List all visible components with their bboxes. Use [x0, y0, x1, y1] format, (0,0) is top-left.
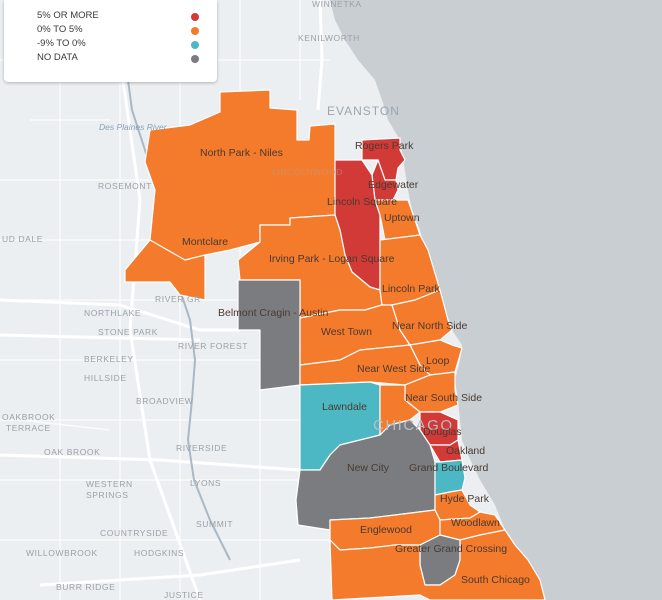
region-label-greater-grand-crossing: Greater Grand Crossing: [395, 543, 507, 555]
region-label-lawndale: Lawndale: [322, 401, 367, 413]
region-belmont-cragin-austin[interactable]: [237, 279, 301, 391]
lake-michigan: [330, 0, 662, 600]
legend-swatch: [191, 13, 199, 21]
legend-item-positive: 0% TO 5%: [37, 24, 199, 38]
region-label-near-west-side: Near West Side: [357, 363, 430, 375]
region-label-montclare: Montclare: [182, 236, 228, 248]
river-label-des-plaines: Des Plaines River: [99, 122, 168, 132]
town-label-evanston: EVANSTON: [327, 104, 400, 118]
legend-label: 0% TO 5%: [37, 24, 83, 35]
town-label-lyons: LYONS: [190, 478, 221, 488]
town-label-river-forest: RIVER FOREST: [178, 341, 248, 351]
town-label-lincolnwood: LINCOLNWOOD: [272, 167, 343, 177]
map-legend: 5% OR MORE 0% TO 5% -9% TO 0% NO DATA: [4, 0, 217, 82]
town-label-oakbrook-1: OAKBROOK: [2, 412, 55, 422]
region-label-west-town: West Town: [321, 326, 372, 338]
town-label-berkeley: BERKELEY: [84, 354, 134, 364]
town-label-broadview: BROADVIEW: [136, 396, 193, 406]
town-label-northlake: NORTHLAKE: [84, 308, 141, 318]
legend-swatch: [191, 55, 199, 63]
region-label-loop: Loop: [426, 355, 450, 367]
region-label-grand-boulevard: Grand Boulevard: [409, 462, 489, 474]
town-label-hodgkins: HODGKINS: [134, 548, 184, 558]
town-label-justice: JUSTICE: [164, 590, 204, 600]
town-label-western-2: SPRINGS: [86, 490, 128, 500]
region-label-irving-park: Irving Park - Logan Square: [269, 253, 395, 265]
des-plaines-river: [127, 79, 231, 561]
region-labels: North Park - Niles Rogers Park Edgewater…: [182, 140, 530, 586]
town-label-stone-park: STONE PARK: [98, 327, 158, 337]
region-south-chicago[interactable]: [329, 529, 546, 600]
region-near-north-side[interactable]: [391, 289, 453, 346]
region-label-douglas: Douglas: [423, 426, 462, 438]
town-label-riverside: RIVERSIDE: [176, 443, 227, 453]
region-label-woodlawn: Woodlawn: [451, 517, 500, 529]
region-label-englewood: Englewood: [360, 524, 412, 536]
legend-swatch: [191, 41, 199, 49]
region-label-north-park-niles: North Park - Niles: [200, 147, 283, 159]
region-label-new-city: New City: [347, 462, 390, 474]
legend-item-high: 5% OR MORE: [37, 10, 199, 24]
town-label-river-grove: RIVER GR: [155, 294, 201, 304]
region-oakland[interactable]: [429, 439, 463, 463]
legend-label: NO DATA: [37, 52, 78, 63]
town-label-oak-brook: OAK BROOK: [44, 447, 100, 457]
region-label-belmont-cragin: Belmont Cragin - Austin: [218, 307, 328, 319]
town-label-willowbrook: WILLOWBROOK: [26, 548, 98, 558]
legend-item-negative: -9% TO 0%: [37, 38, 199, 52]
town-label-summit: SUMMIT: [196, 519, 233, 529]
town-labels: WINNETKA KENILWORTH EVANSTON LINCOLNWOOD…: [2, 0, 454, 600]
region-uptown[interactable]: [374, 199, 421, 241]
legend-swatch: [191, 27, 199, 35]
town-label-kenilworth: KENILWORTH: [298, 33, 360, 43]
region-label-hyde-park: Hyde Park: [440, 493, 490, 505]
choropleth-regions: [124, 89, 546, 600]
road-grid: [0, 0, 330, 600]
highways: [0, 0, 324, 600]
town-label-western-1: WESTERN: [86, 479, 133, 489]
region-label-lincoln-square: Lincoln Square: [327, 196, 397, 208]
town-label-countryside: COUNTRYSIDE: [100, 528, 168, 538]
region-north-park-niles[interactable]: [124, 89, 336, 301]
town-label-winnetka: WINNETKA: [312, 0, 362, 9]
region-label-near-south-side: Near South Side: [405, 392, 482, 404]
region-label-uptown: Uptown: [384, 212, 420, 224]
region-label-oakland: Oakland: [446, 445, 485, 457]
legend-label: 5% OR MORE: [37, 10, 99, 21]
region-montclare[interactable]: [124, 239, 206, 301]
town-label-oakbrook-2: TERRACE: [6, 423, 51, 433]
town-label-hillside: HILLSIDE: [84, 373, 127, 383]
region-label-edgewater: Edgewater: [368, 179, 419, 191]
region-label-rogers-park: Rogers Park: [355, 140, 414, 152]
town-label-oud-dale: UD DALE: [2, 234, 43, 244]
town-label-burr-ridge: BURR RIDGE: [56, 582, 115, 592]
town-label-rosemont: ROSEMONT: [98, 181, 152, 191]
legend-item-nodata: NO DATA: [37, 52, 199, 66]
region-label-lincoln-park: Lincoln Park: [382, 283, 441, 295]
legend-label: -9% TO 0%: [37, 38, 86, 49]
region-label-south-chicago: South Chicago: [461, 574, 530, 586]
region-rogers-park[interactable]: [361, 137, 406, 181]
region-label-near-north-side: Near North Side: [392, 320, 467, 332]
town-label-chicago: CHICAGO: [373, 417, 454, 434]
